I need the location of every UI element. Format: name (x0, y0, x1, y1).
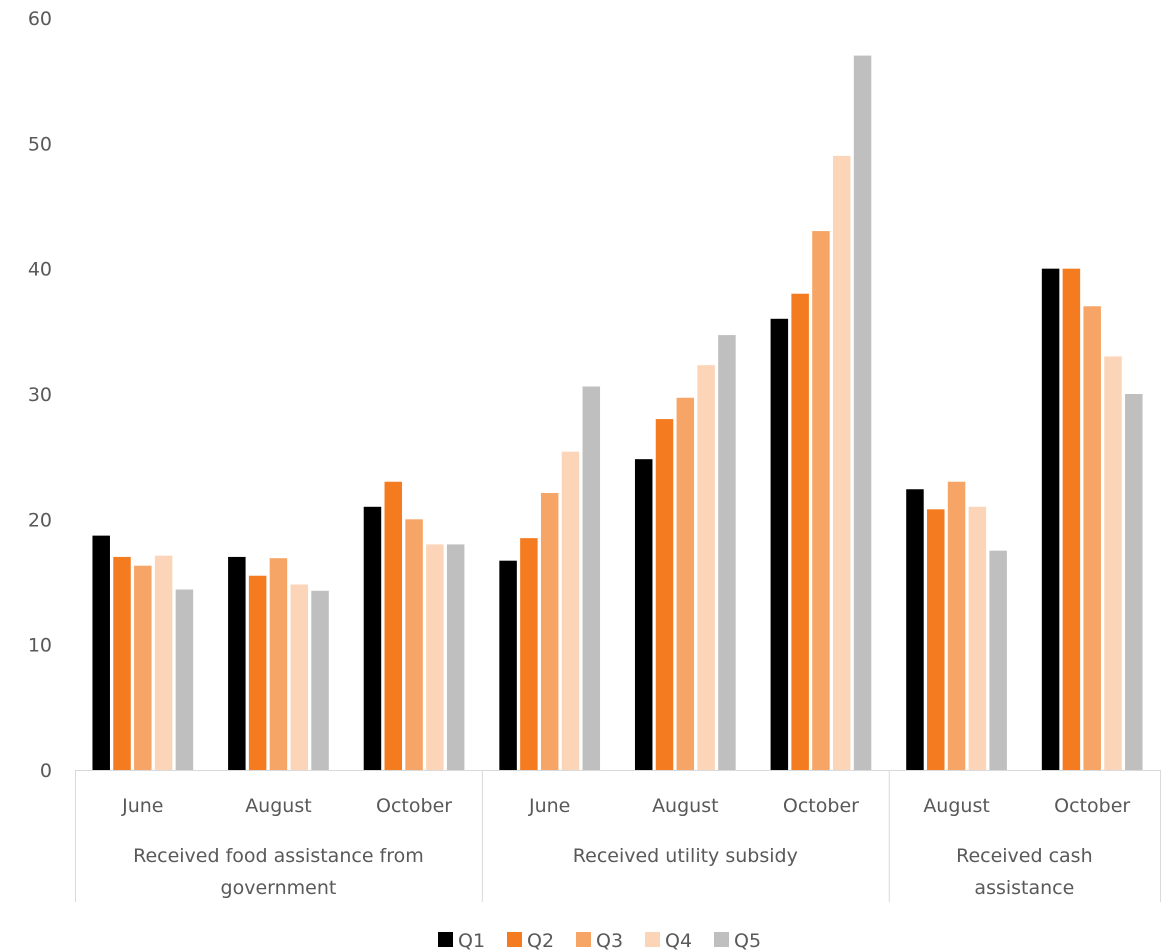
y-axis-ticks: 0 10 20 30 40 50 60 (28, 8, 52, 782)
legend: Q1 Q2 Q3 Q4 Q5 (438, 930, 761, 951)
bar-q4-4 (697, 365, 715, 770)
bar-q4-2 (426, 544, 444, 770)
group-label-line: Received food assistance from (133, 845, 424, 867)
legend-label-q4: Q4 (665, 930, 692, 951)
bar-q4-6 (968, 506, 987, 770)
bar-q5-0 (175, 589, 194, 770)
y-tick-label: 0 (40, 760, 52, 782)
legend-label-q2: Q2 (527, 930, 554, 951)
legend-swatch-q2 (507, 932, 522, 947)
group-label-line: assistance (974, 877, 1074, 899)
bar-q3-0 (134, 565, 152, 770)
bar-q5-4 (718, 335, 736, 770)
group-label: Received food assistance from government (133, 845, 424, 899)
legend-swatch-q4 (645, 932, 660, 947)
group-label-line: Received cash (956, 845, 1093, 867)
bar-q3-4 (676, 397, 695, 770)
bar-q3-6 (947, 481, 966, 770)
category-label: October (376, 795, 452, 817)
category-label: August (245, 795, 312, 817)
bar-q2-6 (927, 509, 945, 770)
legend-swatch-q1 (438, 932, 453, 947)
legend-swatch-q3 (576, 932, 591, 947)
bar-q2-3 (520, 538, 538, 770)
y-tick-label: 20 (28, 509, 52, 531)
bar-q3-1 (269, 558, 288, 770)
y-tick-label: 60 (28, 8, 52, 30)
y-tick-label: 50 (28, 133, 52, 155)
bar-q1-0 (92, 535, 110, 770)
bar-q1-7 (1041, 268, 1060, 770)
bar-q4-0 (154, 555, 173, 770)
y-tick-label: 40 (28, 259, 52, 281)
legend-label-q1: Q1 (458, 930, 485, 951)
group-label-line: Received utility subsidy (573, 845, 798, 867)
y-tick-label: 10 (28, 635, 52, 657)
bar-q2-0 (113, 556, 131, 770)
bar-q5-6 (989, 550, 1007, 770)
y-tick-label: 30 (28, 384, 52, 406)
bar-q3-7 (1083, 306, 1101, 770)
category-label: August (652, 795, 719, 817)
bar-q5-3 (582, 386, 601, 770)
bar-q1-5 (770, 318, 789, 770)
bar-q4-1 (290, 584, 308, 770)
bar-q2-2 (384, 481, 403, 770)
bar-q3-2 (405, 519, 423, 770)
legend-swatch-q5 (714, 932, 729, 947)
category-label: October (783, 795, 859, 817)
category-label: June (528, 795, 570, 817)
bar-q1-3 (499, 560, 517, 770)
bar-q5-7 (1125, 394, 1143, 770)
bar-q5-2 (446, 544, 465, 770)
legend-label-q5: Q5 (734, 930, 761, 951)
bar-q2-7 (1062, 268, 1081, 770)
bar-q3-5 (812, 231, 830, 770)
bar-q4-7 (1104, 356, 1122, 770)
bar-q1-2 (363, 506, 382, 770)
category-label: June (121, 795, 163, 817)
group-labels: Received food assistance from governmentR… (133, 845, 1093, 899)
bar-q4-3 (561, 451, 580, 770)
bar-q1-6 (906, 489, 924, 770)
group-label: Received cash assistance (956, 845, 1093, 899)
bar-q2-4 (655, 419, 674, 770)
bar-q2-5 (791, 293, 809, 770)
category-label: August (923, 795, 990, 817)
group-label: Received utility subsidy (573, 845, 798, 867)
category-label: October (1054, 795, 1130, 817)
bar-q5-5 (853, 55, 872, 771)
axes (75, 770, 1161, 902)
bar-q3-3 (540, 493, 559, 770)
group-label-line: government (221, 877, 337, 899)
bar-q5-1 (311, 590, 329, 770)
bar-q2-1 (248, 575, 267, 770)
bars (92, 55, 1143, 771)
category-labels: June August October June August October August… (121, 795, 1130, 817)
bar-q4-5 (832, 155, 851, 770)
bar-q1-4 (634, 459, 653, 770)
bar-q1-1 (228, 556, 246, 770)
legend-label-q3: Q3 (596, 930, 623, 951)
